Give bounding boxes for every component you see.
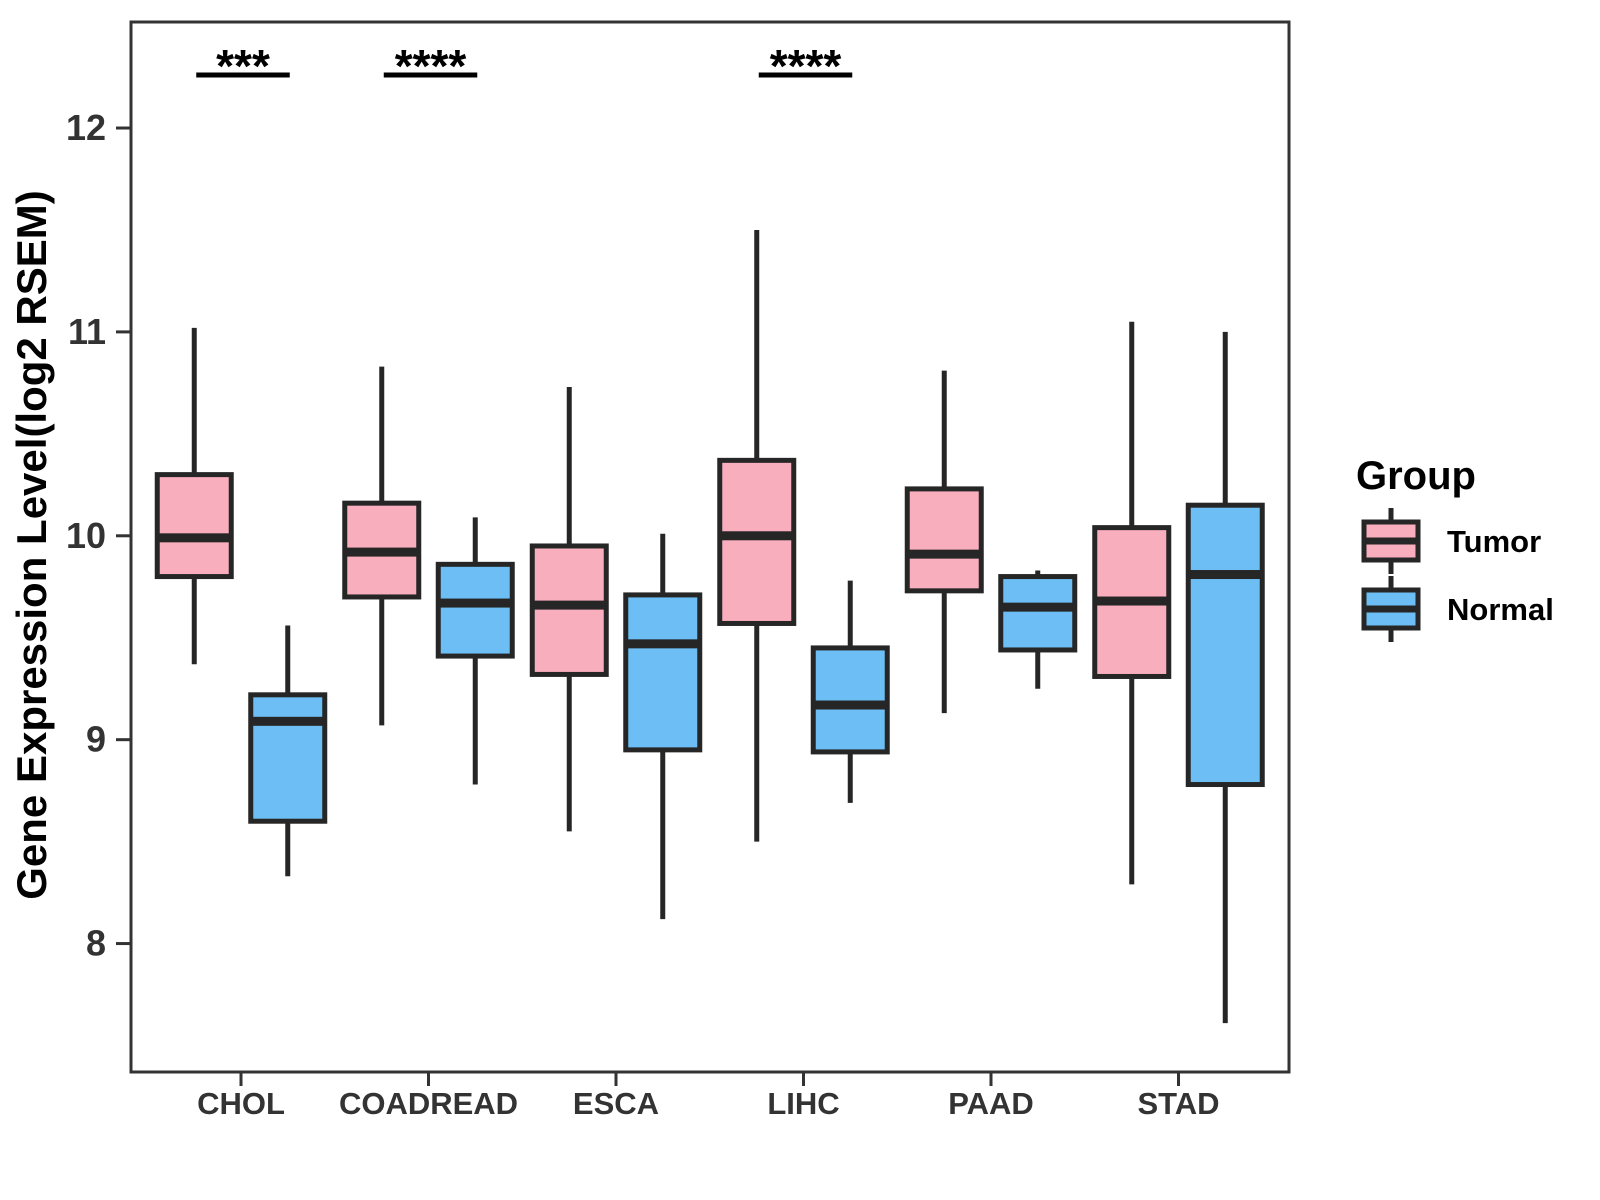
iqr-box bbox=[623, 592, 703, 753]
iqr-box bbox=[435, 561, 515, 659]
iqr-box bbox=[717, 457, 797, 626]
y-axis-title: Gene Expression Level(log2 RSEM) bbox=[8, 190, 55, 900]
median-line bbox=[157, 533, 232, 543]
x-axis-label-CHOL: CHOL bbox=[197, 1086, 285, 1121]
median-line bbox=[719, 531, 794, 541]
y-axis-tick-label: 8 bbox=[86, 923, 106, 964]
iqr-box bbox=[904, 486, 984, 594]
median-line bbox=[1188, 570, 1263, 580]
median-line bbox=[907, 549, 982, 559]
significance-stars-LIHC: **** bbox=[770, 40, 842, 92]
box-tumor-STAD bbox=[1092, 321, 1172, 885]
legend-item-tumor: Tumor bbox=[1361, 508, 1541, 574]
box-normal-COADREAD bbox=[435, 517, 515, 785]
legend-item-normal: Normal bbox=[1361, 576, 1554, 642]
legend-label-normal: Normal bbox=[1447, 592, 1554, 627]
box-normal-CHOL bbox=[248, 625, 328, 877]
median-line bbox=[813, 700, 888, 710]
box-tumor-CHOL bbox=[154, 327, 234, 665]
box-normal-PAAD bbox=[998, 570, 1078, 689]
median-line bbox=[250, 716, 325, 726]
median-line bbox=[532, 600, 607, 610]
significance-stars-COADREAD: **** bbox=[395, 40, 467, 92]
x-axis-label-ESCA: ESCA bbox=[573, 1086, 659, 1121]
x-axis-label-STAD: STAD bbox=[1137, 1086, 1219, 1121]
iqr-box bbox=[810, 645, 890, 755]
iqr-box bbox=[998, 574, 1078, 653]
iqr-box bbox=[248, 692, 328, 824]
median-line bbox=[438, 598, 513, 608]
x-axis-label-LIHC: LIHC bbox=[767, 1086, 839, 1121]
x-axis-label-COADREAD: COADREAD bbox=[339, 1086, 518, 1121]
box-normal-ESCA bbox=[623, 533, 703, 920]
box-tumor-PAAD bbox=[904, 370, 984, 714]
x-axis-label-PAAD: PAAD bbox=[948, 1086, 1034, 1121]
significance-stars-CHOL: *** bbox=[216, 40, 270, 92]
median-line bbox=[344, 547, 419, 557]
y-axis-tick-label: 10 bbox=[66, 515, 106, 556]
y-axis-tick-label: 9 bbox=[86, 719, 106, 760]
iqr-box bbox=[1185, 502, 1265, 788]
box-tumor-ESCA bbox=[529, 386, 609, 832]
median-line bbox=[625, 639, 700, 649]
y-axis-tick-label: 11 bbox=[68, 311, 106, 352]
box-normal-STAD bbox=[1185, 331, 1265, 1024]
legend-label-tumor: Tumor bbox=[1447, 524, 1541, 559]
legend-glyph-median bbox=[1364, 605, 1418, 613]
box-normal-LIHC bbox=[810, 580, 890, 803]
iqr-box bbox=[529, 543, 609, 677]
legend-title: Group bbox=[1356, 454, 1476, 498]
box-tumor-COADREAD bbox=[342, 366, 422, 726]
legend-glyph-median bbox=[1364, 537, 1418, 545]
y-axis-tick-label: 12 bbox=[66, 107, 106, 148]
median-line bbox=[1094, 596, 1169, 606]
median-line bbox=[1000, 602, 1075, 612]
iqr-box bbox=[154, 472, 234, 580]
box-tumor-LIHC bbox=[717, 229, 797, 842]
